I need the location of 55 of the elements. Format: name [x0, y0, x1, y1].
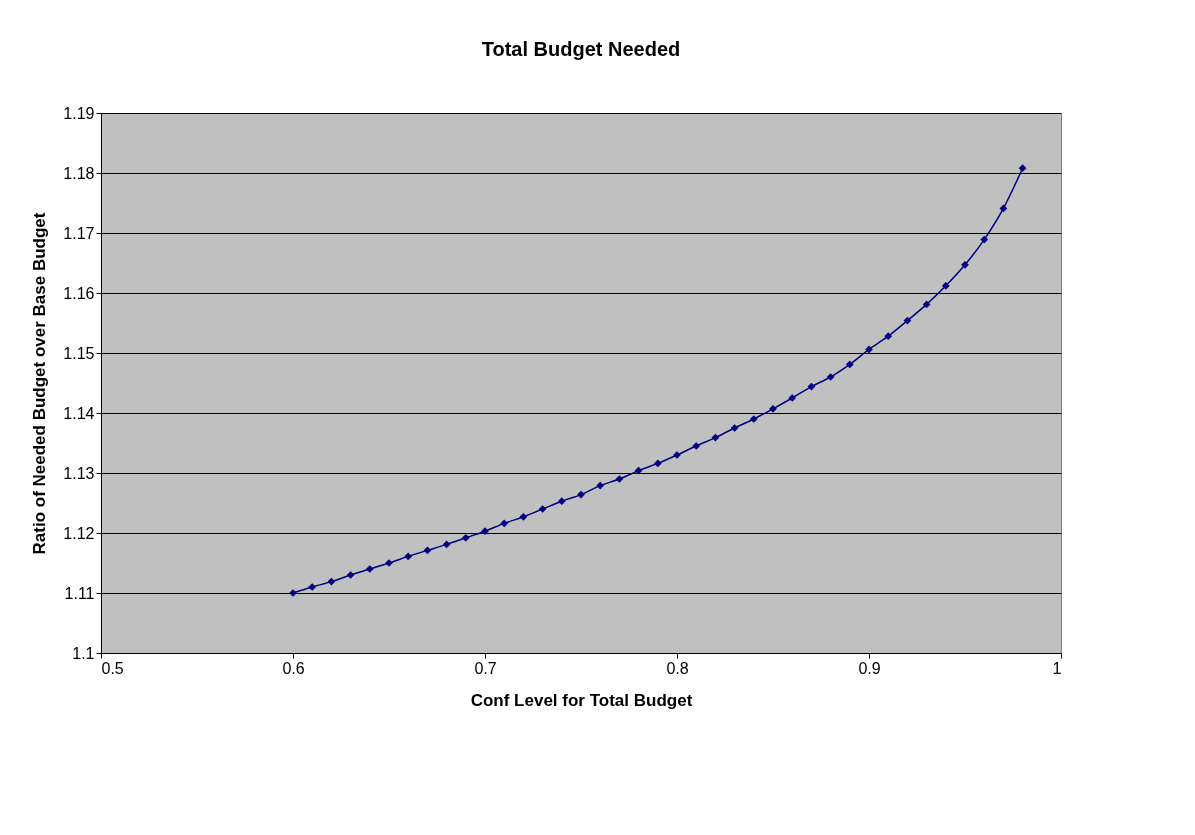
point — [845, 360, 854, 369]
point — [634, 466, 643, 475]
chart-title: Total Budget Needed — [481, 38, 681, 60]
point — [865, 345, 873, 354]
point — [711, 433, 720, 442]
point — [826, 373, 835, 381]
point — [788, 394, 797, 402]
x-tick-label: 0.7 — [474, 659, 497, 677]
point — [615, 475, 624, 483]
y-tick-label: 1.1 — [72, 644, 95, 662]
point — [557, 497, 566, 506]
point — [423, 546, 432, 555]
y-tick-label: 1.19 — [63, 104, 95, 122]
point — [1018, 164, 1027, 173]
point — [999, 204, 1008, 213]
point — [461, 533, 470, 542]
y-tick-label: 1.16 — [63, 284, 95, 302]
point — [807, 382, 816, 391]
point — [884, 332, 893, 341]
x-tick-label: 0.8 — [666, 659, 689, 677]
point — [327, 577, 336, 586]
y-tick-label: 1.18 — [63, 164, 95, 182]
point — [481, 527, 489, 536]
y-tick-label: 1.14 — [63, 404, 95, 422]
x-tick-label: 1 — [1052, 659, 1062, 677]
point — [980, 235, 989, 244]
point — [346, 571, 355, 579]
y-tick-label: 1.12 — [63, 524, 95, 542]
point — [941, 281, 950, 290]
point — [730, 424, 739, 432]
point — [442, 540, 451, 549]
point — [692, 442, 701, 450]
y-tick-label: 1.13 — [63, 464, 95, 482]
y-axis-title: Ratio of Needed Budget over Base Budget — [30, 212, 50, 555]
point — [922, 300, 931, 309]
x-tick-label: 0.5 — [101, 659, 124, 677]
x-tick-label: 0.9 — [858, 659, 881, 677]
y-tick-label: 1.11 — [64, 584, 95, 602]
x-tick-label: 0.6 — [282, 659, 305, 677]
point — [749, 415, 758, 423]
point — [961, 260, 969, 269]
y-tick-label: 1.15 — [63, 344, 95, 362]
point — [500, 519, 509, 528]
point — [308, 583, 317, 591]
point — [769, 404, 777, 413]
point — [577, 490, 585, 499]
y-tick-label: 1.17 — [63, 224, 95, 242]
point — [538, 505, 547, 513]
point — [903, 316, 912, 325]
point — [596, 481, 605, 490]
point — [404, 552, 413, 561]
point — [653, 459, 662, 468]
point — [365, 565, 374, 573]
point — [519, 512, 528, 521]
x-axis-title: Conf Level for Total Budget — [470, 690, 693, 710]
